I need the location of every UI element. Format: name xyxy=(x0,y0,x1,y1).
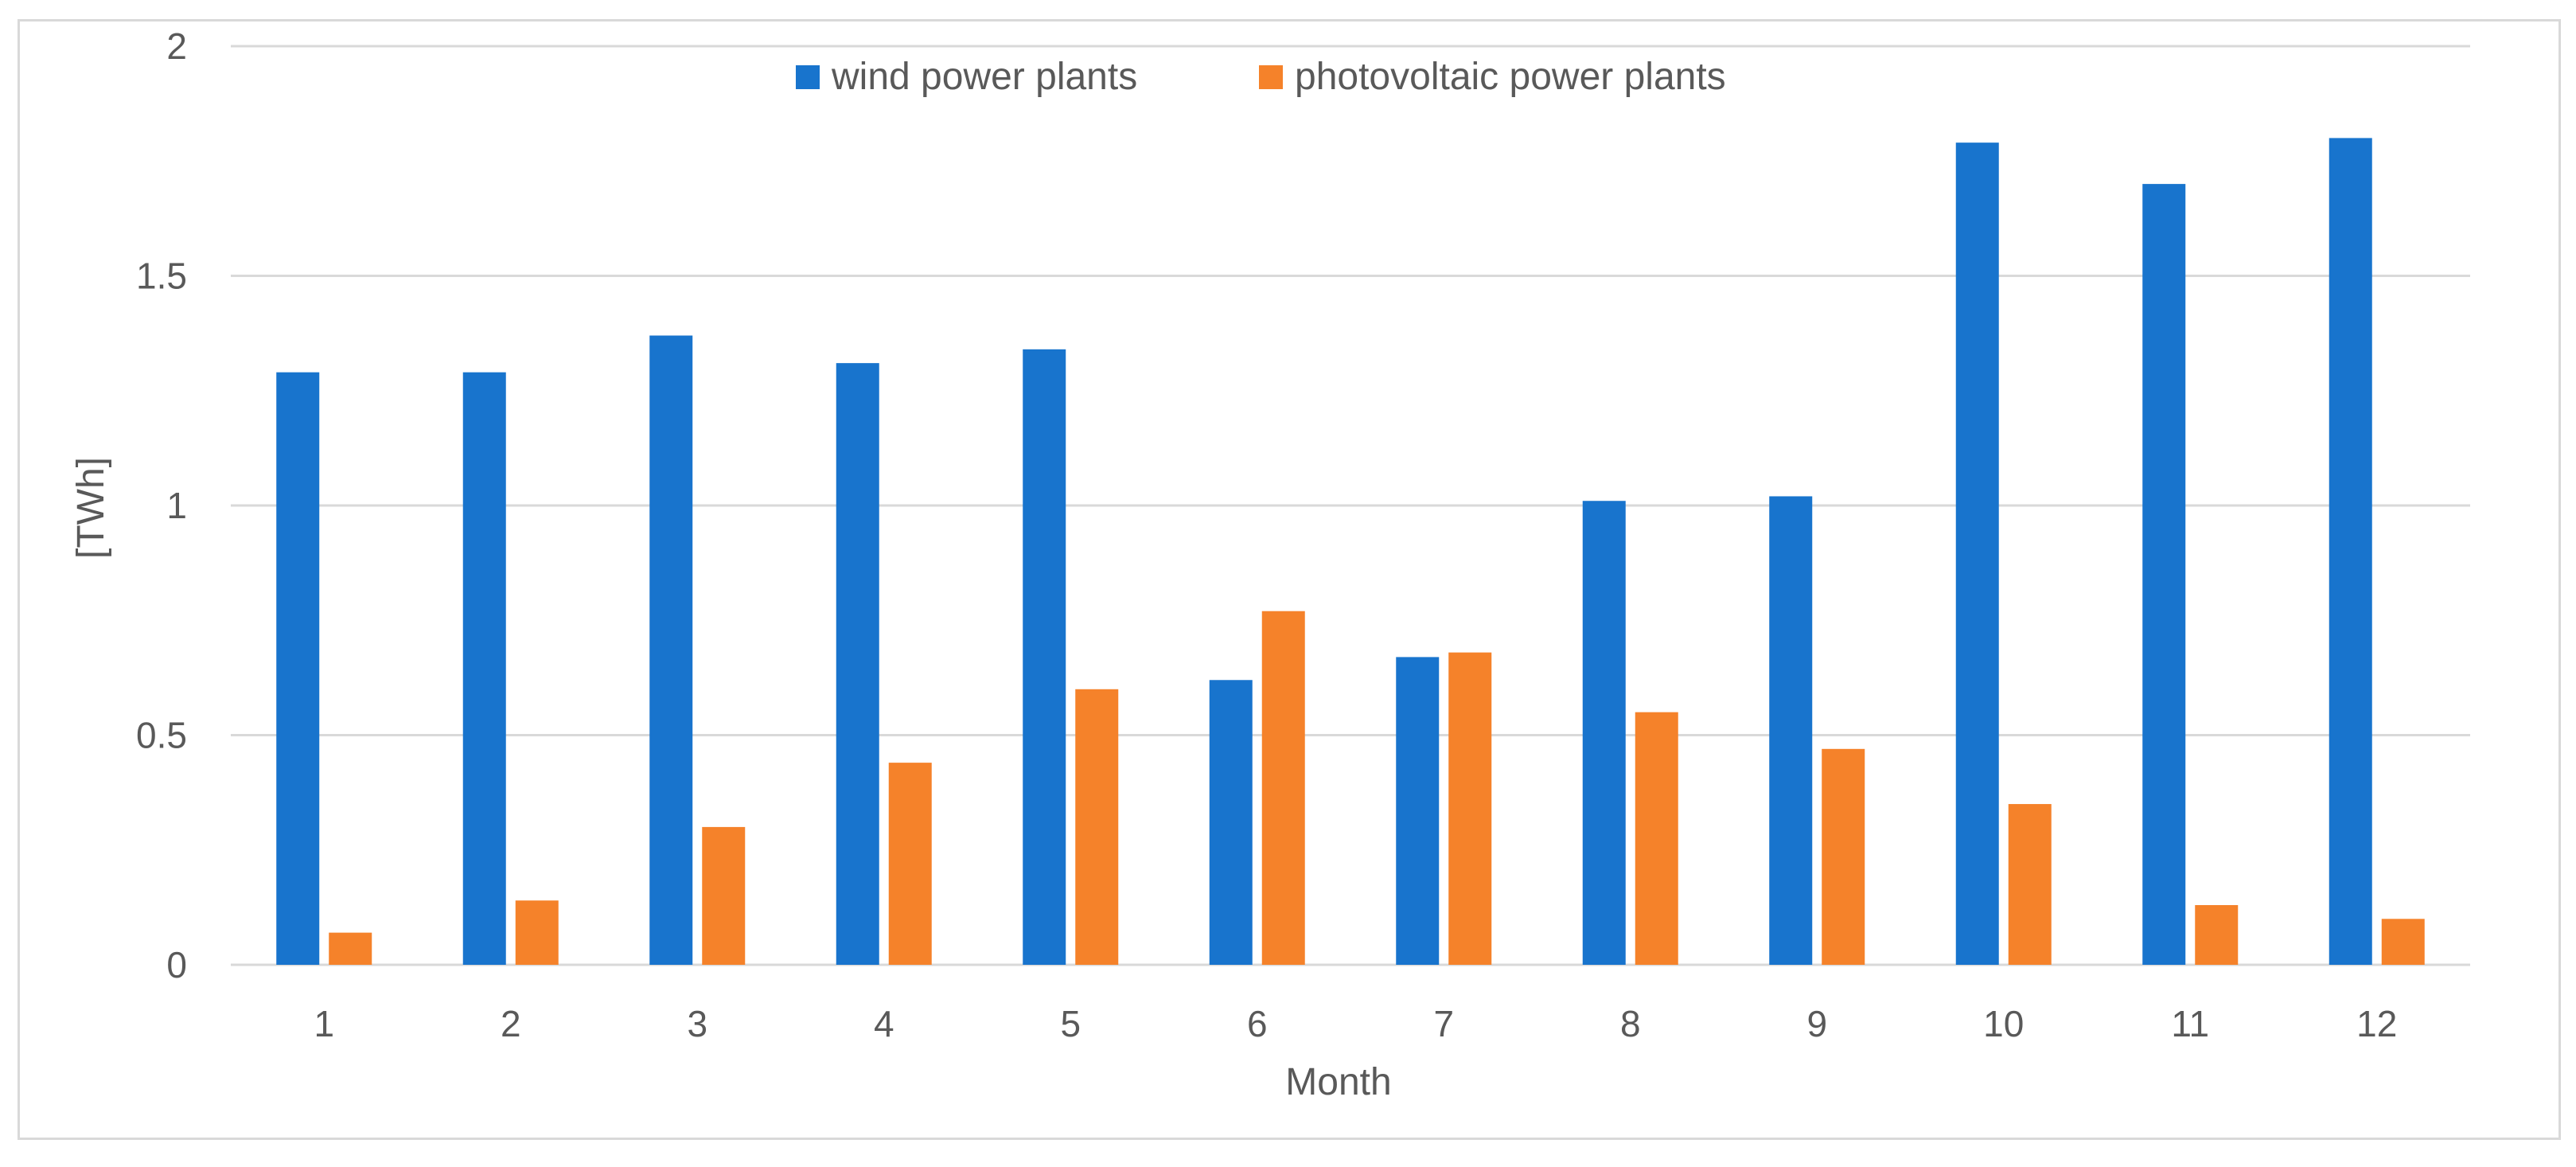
legend-label-photovoltaic: photovoltaic power plants xyxy=(1295,56,1726,98)
x-tick-label: 8 xyxy=(1620,1003,1641,1044)
x-axis-title: Month xyxy=(1285,1061,1391,1103)
bar-photovoltaic-month-6 xyxy=(1261,611,1305,965)
bar-wind-month-4 xyxy=(836,363,879,965)
bar-photovoltaic-month-8 xyxy=(1635,712,1678,965)
y-tick-label: 2 xyxy=(166,25,187,67)
bar-wind-month-1 xyxy=(276,372,320,965)
bar-wind-month-8 xyxy=(1582,501,1626,965)
x-tick-label: 7 xyxy=(1433,1003,1454,1044)
legend-label-wind: wind power plants xyxy=(831,56,1137,98)
x-tick-label: 12 xyxy=(2356,1003,2397,1044)
y-tick-label: 1.5 xyxy=(136,256,187,297)
bar-wind-month-5 xyxy=(1023,349,1066,965)
bars xyxy=(276,138,2425,966)
x-tick-label: 9 xyxy=(1806,1003,1827,1044)
bar-wind-month-3 xyxy=(649,335,693,965)
y-tick-label: 1 xyxy=(166,485,187,526)
bar-photovoltaic-month-11 xyxy=(2195,904,2239,965)
x-tick-label: 4 xyxy=(874,1003,894,1044)
x-tick-label: 1 xyxy=(314,1003,334,1044)
bar-photovoltaic-month-9 xyxy=(1822,748,1865,965)
bar-photovoltaic-month-1 xyxy=(329,932,372,965)
bar-photovoltaic-month-12 xyxy=(2381,919,2425,965)
bar-wind-month-10 xyxy=(1955,142,1999,965)
bar-photovoltaic-month-4 xyxy=(888,763,932,965)
gridlines xyxy=(231,45,2470,966)
bar-wind-month-2 xyxy=(462,372,506,965)
legend-swatch-wind xyxy=(796,65,820,89)
x-tick-label: 5 xyxy=(1060,1003,1081,1044)
y-tick-label: 0 xyxy=(166,944,187,986)
bar-photovoltaic-month-10 xyxy=(2008,804,2052,965)
bar-photovoltaic-month-5 xyxy=(1075,689,1119,965)
bar-wind-month-9 xyxy=(1769,496,1813,965)
legend: wind power plants photovoltaic power pla… xyxy=(796,56,1726,98)
bar-photovoltaic-month-2 xyxy=(515,900,559,965)
x-tick-label: 6 xyxy=(1247,1003,1268,1044)
y-axis-title: [TWh] xyxy=(70,457,112,559)
x-tick-label: 11 xyxy=(2171,1003,2209,1044)
y-tick-label: 0.5 xyxy=(136,715,187,756)
axes: 00.511.521 2 3 4 5 6 7 8 9 10 11 12 xyxy=(136,25,2397,1044)
bar-wind-month-6 xyxy=(1209,680,1253,965)
x-tick-label: 2 xyxy=(501,1003,521,1044)
legend-swatch-photovoltaic xyxy=(1259,65,1283,89)
bar-photovoltaic-month-3 xyxy=(702,826,746,965)
x-tick-label: 10 xyxy=(1983,1003,2024,1044)
bar-wind-month-7 xyxy=(1396,657,1440,965)
bar-photovoltaic-month-7 xyxy=(1448,652,1492,965)
x-tick-label: 3 xyxy=(687,1003,707,1044)
bar-wind-month-11 xyxy=(2142,184,2186,966)
bar-wind-month-12 xyxy=(2329,138,2372,965)
